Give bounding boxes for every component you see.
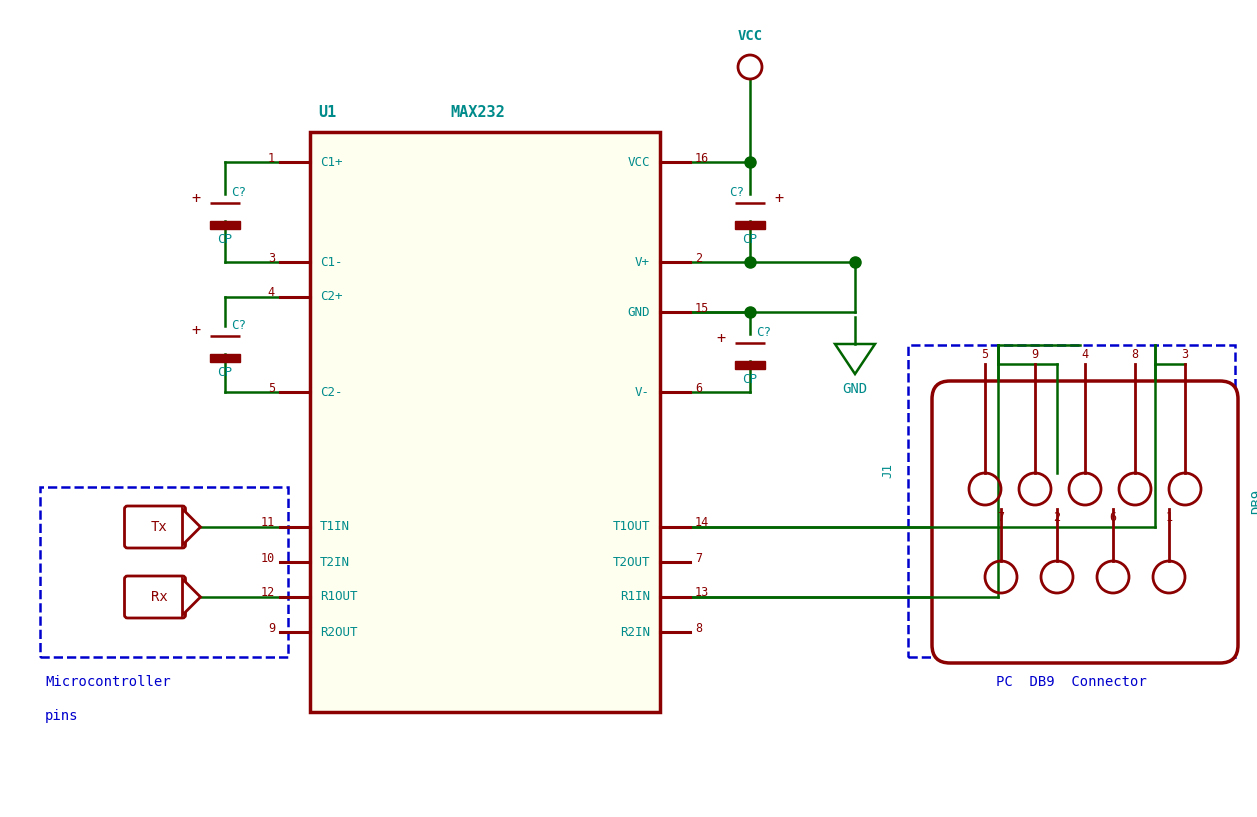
Bar [210,221,240,230]
Text: C?: C? [231,319,246,332]
Text: Rx: Rx [151,590,167,604]
Text: 12: 12 [260,587,275,600]
Text: 5: 5 [268,382,275,395]
FancyBboxPatch shape [124,506,186,548]
Text: C?: C? [729,186,744,199]
Text: 6: 6 [695,382,703,395]
Text: PC  DB9  Connector: PC DB9 Connector [996,675,1146,689]
Text: CP: CP [743,234,758,247]
Polygon shape [182,509,201,545]
FancyBboxPatch shape [124,576,186,618]
Bar [908,345,1234,657]
FancyBboxPatch shape [931,381,1238,663]
Text: T1OUT: T1OUT [612,520,650,534]
Polygon shape [182,579,201,615]
Text: 8: 8 [695,622,703,635]
Text: CP: CP [743,373,758,386]
Text: 2: 2 [1053,511,1061,524]
Text: 1: 1 [268,151,275,164]
Text: 7: 7 [695,551,703,565]
Text: +: + [774,190,783,206]
Text: MAX232: MAX232 [450,105,505,120]
Text: 13: 13 [695,587,709,600]
Text: 5: 5 [982,348,988,361]
Text: C2+: C2+ [321,291,342,303]
Bar [40,487,288,657]
Text: pins: pins [45,709,78,723]
Text: GND: GND [842,382,867,396]
Text: V-: V- [635,386,650,399]
Text: GND: GND [627,306,650,319]
Text: C?: C? [755,326,771,339]
Text: 10: 10 [260,551,275,565]
Text: 4: 4 [1081,348,1089,361]
Text: 9: 9 [268,622,275,635]
Text: VCC: VCC [738,29,763,43]
Text: T2OUT: T2OUT [612,556,650,569]
Text: 11: 11 [260,516,275,529]
Text: 9: 9 [1032,348,1038,361]
Text: 3: 3 [1182,348,1189,361]
Text: T2IN: T2IN [321,556,349,569]
Text: 3: 3 [268,252,275,265]
Text: VCC: VCC [627,155,650,168]
Text: U1: U1 [318,105,337,120]
Text: CP: CP [217,366,233,379]
Bar [310,132,660,712]
Text: 4: 4 [268,287,275,300]
Text: 14: 14 [695,516,709,529]
Text: C2-: C2- [321,386,342,399]
Text: 15: 15 [695,301,709,315]
Text: 2: 2 [695,252,703,265]
Bar [210,354,240,362]
Text: CP: CP [217,234,233,247]
Text: R2IN: R2IN [620,626,650,639]
Bar [735,361,766,369]
Text: 1: 1 [1165,511,1173,524]
Text: J1: J1 [881,463,895,479]
Text: C?: C? [231,186,246,199]
Text: +: + [191,323,201,338]
Text: +: + [191,190,201,206]
Text: T1IN: T1IN [321,520,349,534]
Text: 6: 6 [1110,511,1116,524]
Text: +: + [716,331,725,346]
Text: 16: 16 [695,151,709,164]
Bar [735,221,766,230]
Text: Tx: Tx [151,520,167,534]
Text: R1OUT: R1OUT [321,591,357,604]
Text: 7: 7 [998,511,1004,524]
Text: R1IN: R1IN [620,591,650,604]
Text: Microcontroller: Microcontroller [45,675,171,689]
Text: C1+: C1+ [321,155,342,168]
Text: R2OUT: R2OUT [321,626,357,639]
Text: C1-: C1- [321,256,342,269]
Text: V+: V+ [635,256,650,269]
Text: 8: 8 [1131,348,1139,361]
Text: DB9: DB9 [1249,489,1257,514]
